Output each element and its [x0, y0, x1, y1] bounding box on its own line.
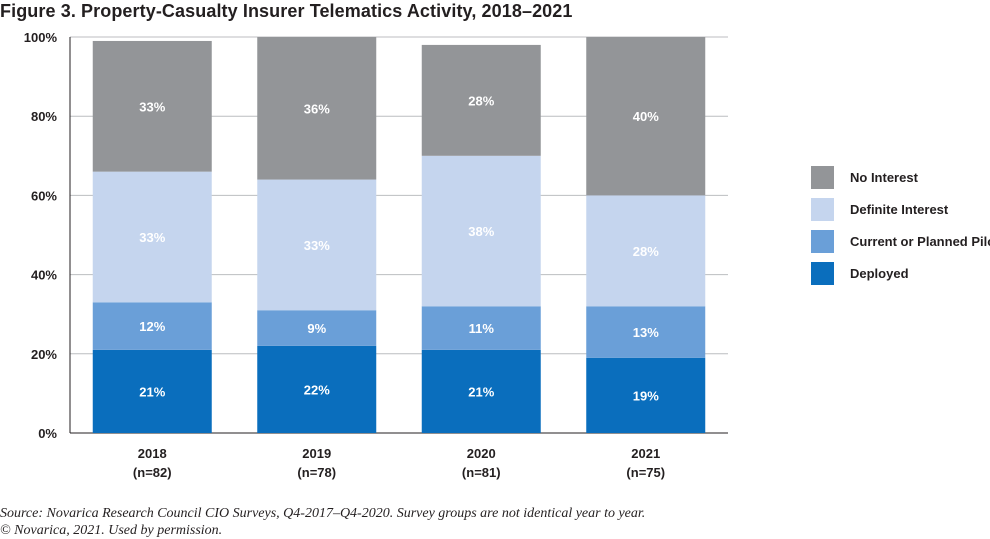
x-tick-sublabel: (n=82)	[133, 465, 172, 480]
data-label: 11%	[469, 321, 495, 336]
copyright-line: © Novarica, 2021. Used by permission.	[0, 523, 223, 538]
legend-label: Current or Planned Pilot	[850, 234, 990, 249]
legend-swatch	[811, 262, 834, 285]
chart-title: Figure 3. Property-Casualty Insurer Tele…	[0, 1, 573, 21]
data-label: 38%	[468, 224, 494, 239]
legend-label: Deployed	[850, 266, 909, 281]
legend-label: Definite Interest	[850, 202, 949, 217]
bar-segment-definite-interest	[92, 171, 212, 303]
bar-segment-definite-interest	[257, 179, 377, 311]
bar-segment-no-interest	[586, 37, 706, 196]
x-tick-label: 2021	[631, 446, 660, 461]
data-label: 28%	[468, 93, 494, 108]
source-line: Source: Novarica Research Council CIO Su…	[0, 506, 646, 521]
y-tick-label: 20%	[31, 347, 57, 362]
data-label: 21%	[139, 384, 165, 399]
data-label: 33%	[139, 230, 165, 245]
data-label: 13%	[633, 325, 659, 340]
y-tick-label: 60%	[31, 188, 57, 203]
source-note: Source: Novarica Research Council CIO Su…	[0, 505, 645, 539]
bar-segment-current-or-planned-pilot	[92, 302, 212, 350]
bar-segment-deployed	[257, 345, 377, 433]
bar-segment-no-interest	[92, 40, 212, 172]
bar-segment-deployed	[92, 349, 212, 433]
bar-segment-current-or-planned-pilot	[421, 306, 541, 350]
bar-segment-no-interest	[421, 44, 541, 156]
data-label: 19%	[633, 388, 659, 403]
data-label: 36%	[304, 101, 330, 116]
x-tick-sublabel: (n=75)	[626, 465, 665, 480]
data-label: 12%	[139, 319, 165, 334]
bar-segment-deployed	[421, 349, 541, 433]
x-tick-label: 2020	[467, 446, 496, 461]
data-label: 33%	[304, 238, 330, 253]
data-label: 33%	[139, 99, 165, 114]
legend-label: No Interest	[850, 170, 919, 185]
bar-segment-deployed	[586, 357, 706, 433]
bar-segment-current-or-planned-pilot	[257, 310, 377, 346]
y-tick-label: 100%	[24, 30, 58, 45]
legend-swatch	[811, 166, 834, 189]
bar-segment-definite-interest	[421, 155, 541, 307]
legend-swatch	[811, 198, 834, 221]
x-tick-label: 2019	[302, 446, 331, 461]
bar-segment-definite-interest	[586, 195, 706, 307]
data-label: 9%	[307, 321, 326, 336]
bar-segment-current-or-planned-pilot	[586, 306, 706, 358]
y-tick-label: 0%	[38, 426, 57, 441]
legend-swatch	[811, 230, 834, 253]
data-label: 21%	[468, 384, 494, 399]
data-label: 40%	[633, 109, 659, 124]
y-tick-label: 40%	[31, 268, 57, 283]
x-tick-sublabel: (n=81)	[462, 465, 501, 480]
x-tick-label: 2018	[138, 446, 167, 461]
y-tick-label: 80%	[31, 109, 57, 124]
bar-segment-no-interest	[257, 37, 377, 180]
data-label: 28%	[633, 244, 659, 259]
x-tick-sublabel: (n=78)	[297, 465, 336, 480]
data-label: 22%	[304, 382, 330, 397]
